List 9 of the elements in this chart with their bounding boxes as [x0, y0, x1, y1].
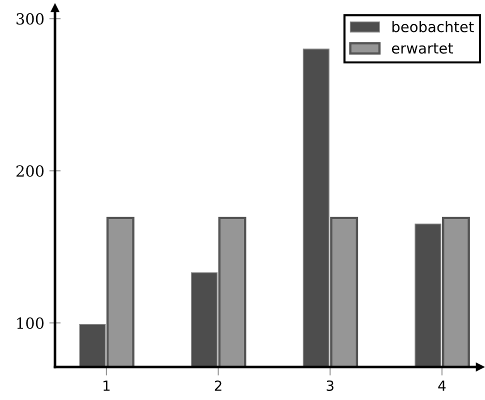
legend-label: beobachtet [392, 21, 474, 32]
y-tick-label: 200 [16, 165, 44, 177]
x-tick-label: 2 [214, 380, 222, 391]
x-tick-label: 4 [438, 380, 446, 391]
y-tick-label: 300 [16, 13, 44, 25]
x-tick-label: 1 [104, 380, 110, 391]
y-tick-label: 100 [17, 317, 44, 329]
x-tick-label: 3 [326, 380, 334, 391]
legend-label: erwartet [392, 43, 454, 54]
